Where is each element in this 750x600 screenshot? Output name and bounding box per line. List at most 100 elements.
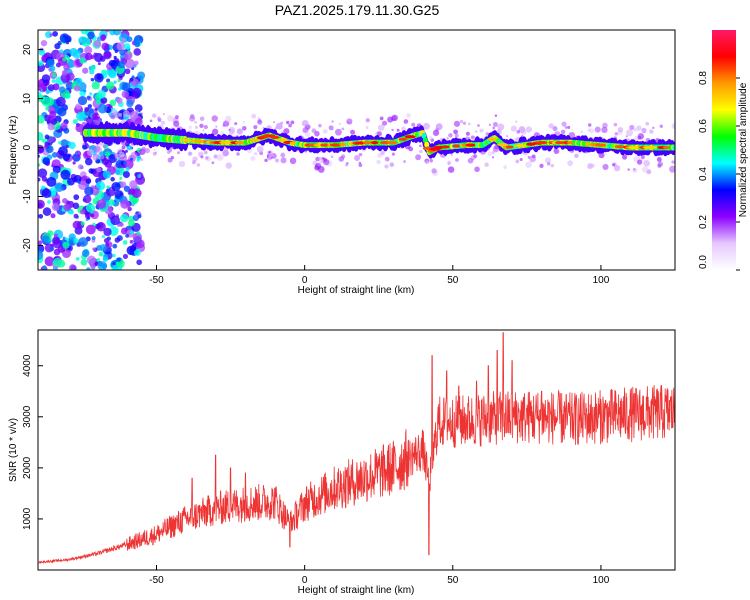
spectrogram-cell <box>636 159 643 165</box>
spectrogram-cell <box>199 123 204 128</box>
spectrogram-cell <box>59 33 70 43</box>
spectrogram-cell <box>135 121 139 124</box>
spectrogram-cell <box>431 168 437 174</box>
spectrogram-cell <box>643 159 650 167</box>
spectrogram-cell <box>122 240 128 245</box>
spectrogram-cell <box>598 152 605 159</box>
spectrogram-cell <box>598 143 607 147</box>
spectrogram-cell <box>391 152 396 156</box>
spectrogram-cell <box>149 119 153 123</box>
spectrogram-cell <box>370 141 379 145</box>
spectrogram-cell <box>50 213 56 219</box>
spectrogram-cell <box>38 177 41 182</box>
spectrogram-cell <box>92 112 100 120</box>
spectrogram-cell <box>123 161 127 165</box>
spectrogram-cell <box>144 148 150 154</box>
spectrogram-cell <box>58 146 68 157</box>
spectrogram-cell <box>154 151 158 155</box>
spectrogram-cell <box>548 123 554 129</box>
spectrogram-cell <box>487 137 497 141</box>
spectrogram-cell <box>280 121 284 125</box>
snr-y-tick-label: 1000 <box>22 507 33 530</box>
spectrogram-cell <box>491 151 495 155</box>
spectrogram-cell <box>127 50 131 54</box>
spectrogram-cell <box>51 79 56 83</box>
spectrogram-cell <box>329 143 342 147</box>
spectrogram-cell <box>276 138 288 142</box>
spectrogram-cell <box>51 151 58 158</box>
spectrogram-cell <box>167 150 171 154</box>
spectrogram-cell <box>659 124 664 129</box>
spectrogram-cell <box>627 168 630 171</box>
spectrogram-cell <box>301 120 309 127</box>
spectrogram-cell <box>455 158 459 162</box>
spectrogram-cell <box>109 99 117 107</box>
spectrogram-cell <box>640 155 645 159</box>
spectrogram-cell <box>272 121 276 124</box>
spectrogram-cell <box>38 114 45 124</box>
spectrogram-cell <box>614 145 626 149</box>
spectrogram-cell <box>671 160 675 164</box>
spectrogram-cell <box>127 206 132 212</box>
spectrogram-cell <box>45 145 54 154</box>
spectrogram-cell <box>52 31 58 37</box>
spectrogram-cell <box>626 129 634 137</box>
spectrogram-cell <box>133 48 142 56</box>
spectrogram-cell <box>91 236 96 241</box>
spectrogram-cell <box>636 125 642 131</box>
snr-frame <box>37 329 676 571</box>
spectrogram-cell <box>57 107 67 117</box>
spectrogram-cell <box>249 138 259 142</box>
spectrogram-cell <box>140 112 143 116</box>
spectrogram-cell <box>358 163 363 167</box>
spectrogram-cell <box>173 120 180 127</box>
spectrogram-cell <box>264 158 268 163</box>
colorbar-tick-label: 0.4 <box>698 167 709 181</box>
spectrogram-cell <box>41 176 48 182</box>
spectrogram-cell <box>406 113 411 118</box>
spectrogram-cell <box>114 152 119 158</box>
snr-y-ticks: 1000 2000 3000 4000 <box>22 354 43 530</box>
spectrogram-cell <box>90 65 96 71</box>
spectrogram-cell <box>628 145 640 150</box>
spectrogram-cell <box>49 246 55 252</box>
spectrogram-cell <box>211 161 215 165</box>
spectrogram-cell <box>44 134 50 140</box>
spectrogram-cell <box>129 180 138 189</box>
spectrogram-cell <box>131 75 135 79</box>
spectrogram-cell <box>113 55 117 60</box>
spectrogram-cell <box>403 160 406 163</box>
spectrogram-cell <box>101 157 110 166</box>
spectrogram-cell <box>459 119 464 124</box>
spectrogram-x-ticks: -50 0 50 100 <box>149 265 610 286</box>
spectrogram-cell <box>94 73 104 83</box>
spectrogram-cell <box>125 166 130 172</box>
spectrogram-cell <box>108 69 117 79</box>
spectrogram-cell <box>377 153 383 158</box>
spectrogram-cell <box>116 257 121 262</box>
spectrogram-cell <box>60 122 68 129</box>
spectrogram-cell <box>257 119 263 125</box>
spectrogram-cell <box>106 185 111 189</box>
spectrogram-cell <box>425 160 429 165</box>
spectrogram-cell <box>453 120 461 127</box>
spectrogram-cell <box>275 122 283 130</box>
spectrogram-cell <box>80 259 88 266</box>
spectrogram-cell <box>80 165 84 170</box>
spectrogram-cell <box>77 180 81 184</box>
spectrogram-cell <box>220 130 225 135</box>
spectrogram-cell <box>86 267 91 270</box>
spectrogram-cell <box>84 186 94 196</box>
spectrogram-cell <box>602 122 608 129</box>
spectrogram-cell <box>58 141 62 145</box>
spectrogram-cell <box>322 128 328 134</box>
spectrogram-cell <box>196 163 201 167</box>
spectrogram-y-ticks: 20 10 0 -10 -20 <box>22 44 43 253</box>
spectrogram-cell <box>387 141 398 145</box>
spectrogram-cell <box>629 124 635 130</box>
spectrogram-cell <box>38 163 41 167</box>
colorbar-tick-label: 0.0 <box>698 255 709 269</box>
spectrogram-cell <box>49 33 53 37</box>
spectrogram-y-tick-label: -10 <box>22 189 33 204</box>
